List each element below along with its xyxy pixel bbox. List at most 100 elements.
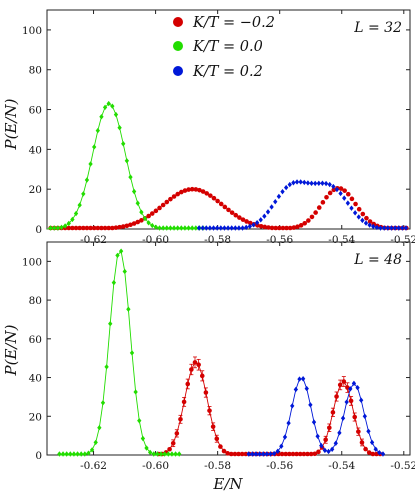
data-point <box>133 389 138 395</box>
data-point <box>262 213 267 219</box>
data-point <box>70 216 75 223</box>
data-point <box>330 410 336 415</box>
data-point <box>385 225 390 231</box>
data-point <box>82 451 87 457</box>
data-point <box>193 225 198 231</box>
data-point <box>353 201 358 207</box>
data-point <box>137 417 142 424</box>
legend-label-red: K/T = −0.2 <box>192 15 275 31</box>
data-point <box>396 225 401 231</box>
data-point <box>174 431 180 436</box>
panel-bottom: -0.62 -0.60 -0.58 -0.56 -0.54 -0.52 0 20 40 60 80 1… <box>2 241 415 493</box>
data-point <box>104 364 109 370</box>
data-point <box>302 221 308 226</box>
data-point <box>196 225 202 231</box>
data-point <box>297 451 303 457</box>
data-point <box>218 225 223 231</box>
legend-label-blue: K/T = 0.2 <box>192 64 263 80</box>
data-point <box>243 451 249 457</box>
x-tick-label: -0.58 <box>204 460 231 472</box>
y-tick-label: 40 <box>29 373 42 385</box>
data-point <box>135 200 140 206</box>
data-point <box>273 225 278 231</box>
data-point <box>327 181 332 188</box>
data-point <box>77 202 82 208</box>
y-tick-label: 80 <box>29 65 42 77</box>
data-point <box>151 451 156 457</box>
data-point <box>268 451 273 457</box>
data-point <box>279 443 284 449</box>
data-point <box>178 416 183 422</box>
x-tick-label: -0.58 <box>204 234 231 246</box>
data-point <box>282 434 288 440</box>
data-point <box>247 223 253 230</box>
data-point <box>359 440 365 445</box>
data-point <box>62 223 68 229</box>
data-point <box>110 225 115 231</box>
data-point <box>334 186 340 193</box>
data-point <box>166 451 171 457</box>
data-point <box>73 210 79 217</box>
data-point <box>89 447 95 453</box>
data-point <box>283 451 289 457</box>
series-green <box>57 248 182 457</box>
data-point <box>149 211 155 216</box>
data-point <box>293 386 299 393</box>
data-point <box>66 225 72 231</box>
data-point <box>363 446 368 452</box>
data-point <box>367 219 373 224</box>
data-point <box>250 451 255 457</box>
data-point <box>99 114 104 120</box>
data-point <box>258 217 263 223</box>
data-point <box>286 420 291 426</box>
data-point <box>215 225 220 231</box>
data-point <box>48 225 53 231</box>
series-blue <box>196 179 409 231</box>
data-point <box>370 451 376 457</box>
data-point <box>287 181 292 188</box>
data-point <box>229 210 235 215</box>
data-point <box>92 144 97 150</box>
data-point <box>291 180 296 186</box>
data-point <box>155 451 160 457</box>
y-tick-label: 60 <box>29 105 42 117</box>
series-blue <box>246 376 386 457</box>
data-point <box>181 399 187 405</box>
x-tick-label: -0.60 <box>142 460 169 472</box>
data-point <box>102 225 108 231</box>
data-point <box>226 207 231 213</box>
data-point <box>193 187 199 192</box>
data-point <box>308 402 313 408</box>
series-line <box>46 103 204 230</box>
data-point <box>371 223 376 230</box>
data-top <box>46 100 409 231</box>
data-point <box>118 248 124 254</box>
data-point <box>277 225 282 231</box>
data-point <box>320 200 326 205</box>
data-point <box>200 225 205 231</box>
data-point <box>304 385 309 392</box>
data-point <box>356 214 361 220</box>
data-point <box>131 188 137 195</box>
data-point <box>171 225 177 231</box>
data-point <box>294 451 299 457</box>
data-point <box>124 223 130 229</box>
data-point <box>290 403 295 409</box>
data-point <box>144 445 149 451</box>
data-point <box>173 451 178 457</box>
data-point <box>392 225 398 231</box>
data-point <box>222 225 227 231</box>
annotation-bottom: L = 48 <box>353 252 402 268</box>
data-point <box>284 225 289 231</box>
data-point <box>186 225 191 231</box>
x-tick-label: -0.62 <box>80 234 107 246</box>
y-tick-label: 0 <box>35 224 42 236</box>
data-point <box>170 440 176 446</box>
data-point <box>122 268 127 275</box>
data-point <box>79 451 84 457</box>
data-point <box>111 279 117 286</box>
data-point <box>316 180 321 187</box>
data-point <box>380 451 386 457</box>
y-axis-label-bottom: P(E/N) <box>2 324 20 376</box>
